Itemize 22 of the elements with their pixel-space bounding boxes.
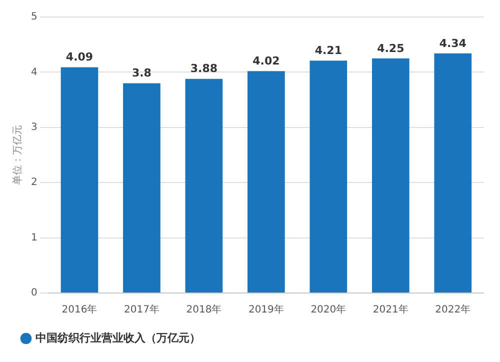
y-axis-title: 单位：万亿元 [12,125,24,185]
y-tick-label: 3 [30,122,38,133]
data-label: 4.34 [439,36,467,50]
x-tick-label: 2017年 [124,304,160,316]
x-tick-label: 2019年 [248,304,284,316]
data-label: 3.88 [190,62,218,76]
data-label: 4.25 [377,42,404,55]
data-label: 4.02 [252,54,280,68]
y-tick-label: 0 [30,288,38,299]
data-label: 4.09 [66,50,94,64]
y-tick-label: 2 [30,177,38,188]
y-tick-label: 1 [30,232,38,244]
data-label: 3.8 [132,66,152,80]
x-tick-label: 2016年 [62,304,98,316]
x-tick-label: 2022年 [435,304,471,316]
y-tick-label: 4 [30,66,38,78]
x-tick-label: 2021年 [372,304,408,316]
y-tick-label: 5 [30,12,38,23]
x-tick-label: 2018年 [186,304,222,316]
legend-label: 中国纺织行业营业收入（万亿元） [36,331,200,344]
x-tick-label: 2020年 [310,304,346,316]
data-label: 4.21 [314,44,342,57]
